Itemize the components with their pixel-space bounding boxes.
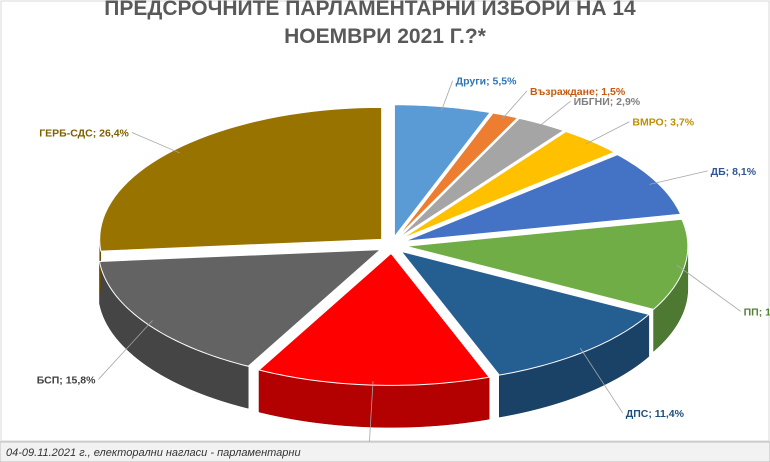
leader-line bbox=[98, 320, 153, 380]
footer-bar bbox=[0, 441, 770, 462]
footnote: 04-09.11.2021 г., електорални нагласи - … bbox=[6, 447, 301, 459]
data-label: ГЕРБ-СДС; 26,4% bbox=[39, 127, 129, 139]
data-label: ИБГНИ; 2,9% bbox=[574, 96, 641, 108]
data-label: Други; 5,5% bbox=[456, 76, 517, 88]
leader-line bbox=[131, 132, 180, 154]
slice bbox=[405, 218, 689, 310]
pie: Други; 5,5% Възраждане; 1,5%ИБГНИ; 2,9% ВМ… bbox=[37, 76, 770, 461]
data-label: ДБ; 8,1% bbox=[711, 166, 757, 178]
leader-line bbox=[441, 80, 454, 111]
leader-line bbox=[537, 100, 571, 128]
leader-line bbox=[579, 347, 624, 414]
data-label: БСП; 15,8% bbox=[37, 374, 96, 386]
leader-line bbox=[368, 381, 374, 454]
chart-title: ПРЕДСРОЧНИТЕ ПАРЛАМЕНТАРНИ ИЗБОРИ НА 14 bbox=[104, 0, 636, 20]
data-label: ПП; 11,2% bbox=[744, 306, 770, 318]
slice bbox=[399, 250, 650, 376]
leader-line bbox=[649, 170, 708, 185]
leader-line bbox=[676, 264, 741, 312]
data-label: Възраждане; 1,5% bbox=[530, 86, 626, 98]
data-label: ДПС; 11,4% bbox=[626, 408, 685, 420]
leader-line bbox=[501, 90, 528, 120]
slice bbox=[98, 249, 382, 367]
data-label: ВМРО; 3,7% bbox=[632, 117, 694, 129]
leader-line bbox=[585, 121, 630, 145]
chart-title: НОЕМВРИ 2021 Г.?* bbox=[284, 25, 487, 48]
